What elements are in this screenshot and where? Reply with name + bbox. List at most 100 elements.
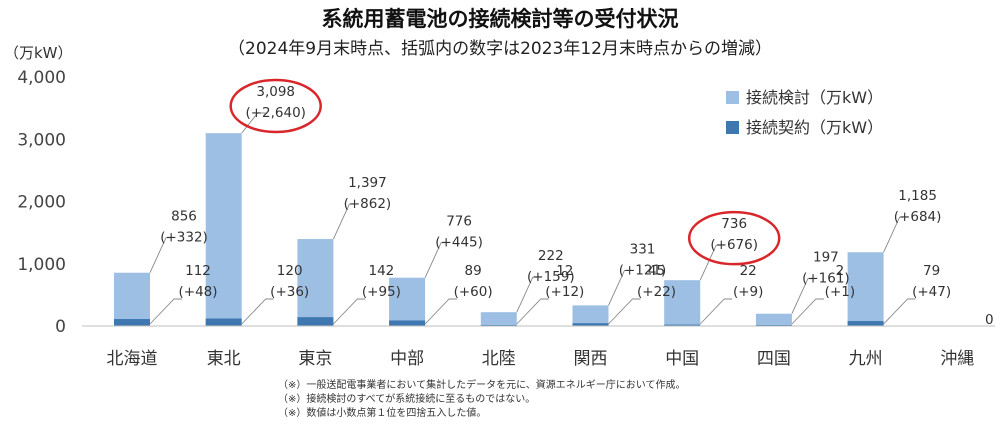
bar-consideration-3 <box>389 277 426 326</box>
data-label-consideration-change-7: (+161) <box>802 271 850 287</box>
data-label-contract-change-6: (+9) <box>733 284 763 300</box>
footnote-2: （※）接続検討のすべてが系統接続に至るものではない。 <box>278 394 536 405</box>
chart-subtitle: （2024年9月末時点、括弧内の数字は2023年12月末時点からの増減） <box>228 39 772 59</box>
y-tick-label: 0 <box>55 317 66 337</box>
data-label-consideration-1: 3,098 <box>256 84 295 100</box>
data-label-consideration-change-8: (+684) <box>894 209 942 225</box>
bar-consideration-8 <box>847 252 884 326</box>
bar-contract-5 <box>572 323 609 326</box>
leader-line-consideration-2 <box>332 203 358 240</box>
data-label-consideration-change-5: (+121) <box>619 262 667 278</box>
highlight-circles <box>229 78 781 266</box>
leader-line-contract-3 <box>424 298 458 325</box>
category-label-6: 中国 <box>665 349 699 369</box>
bar-contract-0 <box>114 319 150 326</box>
category-label-8: 九州 <box>849 349 883 369</box>
data-label-contract-5: 45 <box>648 263 665 279</box>
highlight-circle-6 <box>687 210 781 266</box>
bar-contract-3 <box>389 320 426 326</box>
data-label-consideration-4: 222 <box>538 248 564 264</box>
y-tick-label: 1,000 <box>17 255 66 275</box>
leader-line-contract-7 <box>791 298 824 325</box>
footnote-1: （※）一般送配電事業者において集計したデータを元に、資源エネルギー庁において作成… <box>278 380 686 391</box>
category-label-2: 東京 <box>298 349 332 369</box>
y-axis-unit-label: （万kW） <box>4 44 73 62</box>
category-labels: 北海道 東北 東京 中部 北陸 関西 中国 四国 九州 沖縄 <box>107 349 975 369</box>
legend-swatch-contract <box>726 121 739 134</box>
leader-line-consideration-0 <box>149 237 174 273</box>
leader-line-consideration-3 <box>424 242 450 278</box>
bar-contract-6 <box>664 324 701 326</box>
data-label-contract-change-5: (+22) <box>637 284 676 300</box>
legend: 接続検討（万kW） 接続契約（万kW） <box>726 88 883 137</box>
data-label-consideration-change-1: (+2,640) <box>245 105 306 121</box>
bar-consideration-0 <box>114 272 150 326</box>
category-label-1: 東北 <box>207 349 241 369</box>
leader-line-consideration-4 <box>516 276 541 313</box>
leader-line-consideration-8 <box>883 216 908 253</box>
bar-consideration-5 <box>572 305 609 326</box>
category-label-7: 四国 <box>757 349 791 369</box>
bar-consideration-2 <box>297 239 334 326</box>
category-label-5: 関西 <box>574 349 608 369</box>
bar-contract-2 <box>297 317 334 326</box>
leader-line-contract-4 <box>516 298 549 325</box>
data-label-consideration-2: 1,397 <box>348 175 387 191</box>
data-label-consideration-change-4: (+159) <box>527 269 575 285</box>
data-label-contract-9: 0 <box>985 312 994 328</box>
data-label-contract-8: 79 <box>923 263 940 279</box>
footnote-3: （※）数値は小数点第１位を四捨五入した値。 <box>278 408 487 419</box>
data-label-contract-1: 120 <box>277 263 303 279</box>
leader-line-contract-5 <box>608 298 641 325</box>
data-label-contract-2: 142 <box>369 263 395 279</box>
y-tick-label: 2,000 <box>17 193 66 213</box>
bar-consideration-7 <box>755 313 792 326</box>
leader-line-consideration-5 <box>608 269 633 306</box>
y-tick-label: 4,000 <box>17 68 66 88</box>
data-label-consideration-5: 331 <box>630 241 656 257</box>
leader-line-contract-1 <box>241 298 274 325</box>
data-label-consideration-change-2: (+862) <box>344 196 392 212</box>
bars-layer <box>114 133 884 326</box>
data-label-contract-change-3: (+60) <box>454 284 493 300</box>
data-label-contract-change-2: (+95) <box>362 284 401 300</box>
data-label-contract-0: 112 <box>185 263 211 279</box>
leader-line-contract-8 <box>883 298 916 325</box>
data-label-consideration-0: 856 <box>171 209 197 225</box>
data-label-contract-change-4: (+12) <box>545 284 584 300</box>
category-label-0: 北海道 <box>107 349 158 369</box>
bar-contract-1 <box>205 318 242 326</box>
data-label-consideration-7: 197 <box>813 250 839 266</box>
bar-consideration-1 <box>205 133 242 326</box>
data-label-consideration-6: 736 <box>721 216 747 232</box>
data-label-contract-6: 22 <box>740 263 757 279</box>
category-label-3: 中部 <box>390 349 424 369</box>
data-labels-layer: 856(+332)112(+48)3,098(+2,640)120(+36)1,… <box>160 84 993 328</box>
category-label-4: 北陸 <box>482 349 516 369</box>
y-tick-label: 3,000 <box>17 130 66 150</box>
leader-lines-layer <box>149 112 916 325</box>
data-label-contract-3: 89 <box>465 263 482 279</box>
bar-contract-8 <box>847 321 884 326</box>
y-axis-ticks: 0 1,000 2,000 3,000 4,000 <box>17 68 66 337</box>
legend-swatch-consideration <box>726 91 739 104</box>
chart-title: 系統用蓄電池の接続検討等の受付状況 <box>322 7 679 31</box>
data-label-contract-change-1: (+36) <box>270 284 309 300</box>
data-label-contract-change-7: (+1) <box>825 284 855 300</box>
data-label-contract-4: 12 <box>556 263 573 279</box>
data-label-consideration-3: 776 <box>446 214 472 230</box>
leader-line-contract-0 <box>149 298 182 325</box>
leader-line-consideration-6 <box>699 244 725 281</box>
leader-line-contract-6 <box>699 298 733 325</box>
data-label-contract-change-0: (+48) <box>178 284 217 300</box>
data-label-consideration-change-0: (+332) <box>160 230 208 246</box>
legend-label-contract: 接続契約（万kW） <box>746 118 883 137</box>
bar-consideration-4 <box>480 312 517 326</box>
bar-consideration-6 <box>664 280 701 326</box>
legend-label-consideration: 接続検討（万kW） <box>746 88 883 107</box>
data-label-contract-change-8: (+47) <box>912 284 951 300</box>
leader-line-contract-2 <box>333 298 366 325</box>
category-label-9: 沖縄 <box>940 349 974 369</box>
leader-line-consideration-7 <box>791 278 816 314</box>
